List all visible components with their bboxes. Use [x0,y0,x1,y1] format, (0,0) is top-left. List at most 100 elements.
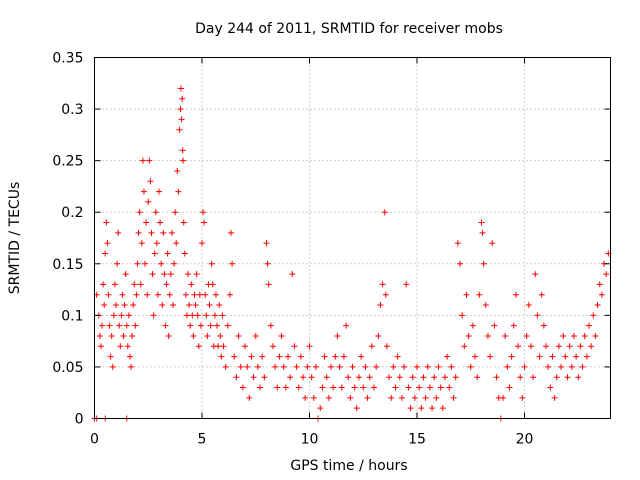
data-point [487,353,494,360]
data-point [491,322,498,329]
data-point [377,302,384,309]
data-point [379,281,386,288]
data-point [472,353,479,360]
data-point [140,188,147,195]
data-point [117,343,124,350]
data-point [137,281,144,288]
data-point [235,332,242,339]
data-point [392,384,399,391]
data-point [347,394,354,401]
data-point [124,343,131,350]
data-point [401,363,408,370]
data-point [530,374,537,381]
data-point [463,291,470,298]
data-point [145,198,152,205]
data-point [139,157,146,164]
data-point [474,374,481,381]
data-point [146,157,153,164]
data-point [500,394,506,401]
data-point [573,353,580,360]
data-point [177,106,184,113]
data-point [527,343,534,350]
data-point [479,229,486,236]
y-tick-label: 0.15 [52,257,83,273]
data-point [201,219,208,226]
data-point [489,240,496,247]
data-point [261,374,268,381]
data-point [596,281,603,288]
data-point [218,353,225,360]
data-point [414,363,420,370]
data-point [543,343,549,350]
data-point [153,240,160,247]
data-point [450,394,457,401]
data-point [252,332,259,339]
data-point [193,271,200,278]
data-point [293,363,300,370]
y-tick-label: 0.1 [61,308,83,324]
data-point [264,260,271,267]
data-point [180,157,187,164]
data-point [105,291,112,298]
y-tick-label: 0.05 [52,360,83,376]
data-point [439,405,446,412]
data-point [452,374,459,381]
data-point [515,343,522,350]
data-point [257,384,264,391]
data-point [231,353,238,360]
data-point [579,363,586,370]
data-point [130,302,137,309]
data-point [373,363,380,370]
data-point [111,281,118,288]
data-point [175,188,182,195]
data-point [418,405,425,412]
data-point [254,363,261,370]
data-point [534,312,541,319]
data-point [433,394,440,401]
data-point [126,353,133,360]
data-point [457,260,463,267]
data-point [169,302,176,309]
data-point [416,384,423,391]
data-point [167,271,174,278]
data-point [510,322,517,329]
data-point [394,353,401,360]
data-point [233,374,240,381]
data-point [104,240,111,247]
data-point [174,167,181,174]
x-tick-label: 10 [301,432,319,448]
data-point [300,374,307,381]
data-point [178,116,185,123]
data-point [96,332,103,339]
data-point [100,281,107,288]
data-point [603,271,610,278]
data-point [588,343,595,350]
data-point [214,322,221,329]
data-point [113,302,119,309]
data-point [562,353,569,360]
data-points [91,85,612,422]
y-tick-label: 0.3 [61,102,83,118]
data-point [161,271,168,278]
data-point [371,384,377,391]
data-point [555,343,562,350]
data-point [106,322,113,329]
data-point [143,219,150,226]
data-point [502,332,509,339]
data-point [405,384,412,391]
data-point [390,363,397,370]
data-point [366,374,373,381]
data-point [200,209,207,216]
plot-frame [94,57,611,419]
data-point [454,240,461,247]
data-point [312,363,319,370]
data-point [166,291,173,298]
data-point [553,374,560,381]
data-point [190,332,197,339]
data-point [517,374,524,381]
data-point [355,374,362,381]
data-point [171,260,178,267]
data-point [109,363,116,370]
data-point [476,291,483,298]
data-point [566,343,573,350]
